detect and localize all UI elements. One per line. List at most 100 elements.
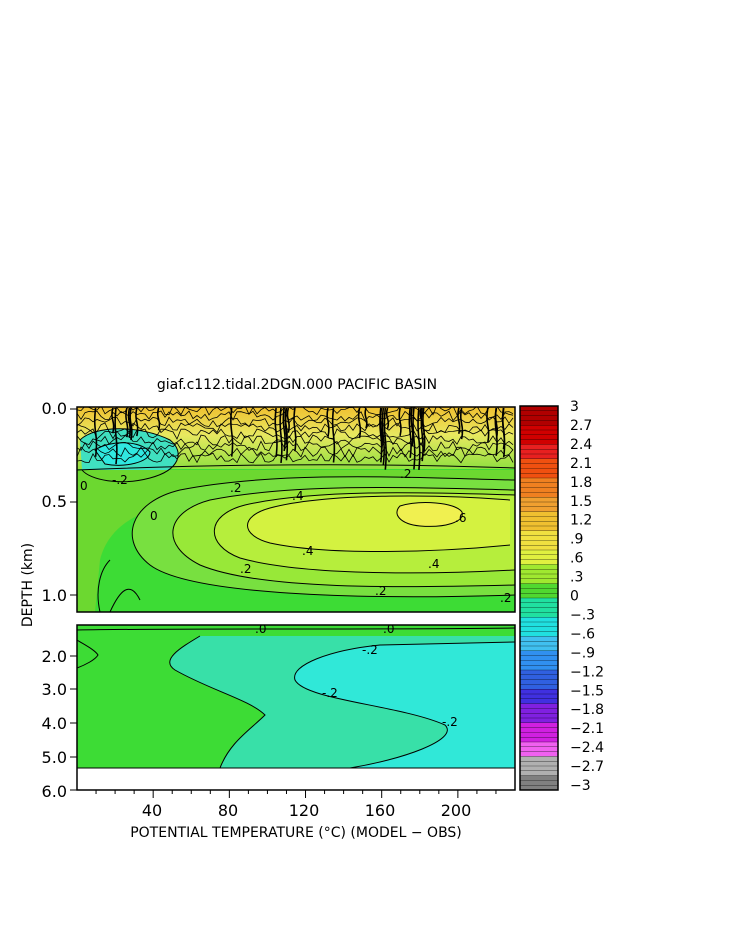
colorbar-band [519,449,559,455]
y-tick-label: 1.0 [42,586,67,605]
colorbar-tick-label: −.6 [570,626,595,642]
y-ticks [70,408,77,791]
colorbar-tick-label: −3 [570,778,591,794]
colorbar-band [519,540,559,546]
surface-contour [77,446,514,458]
colorbar-band [519,521,559,527]
surface-contour [410,407,414,447]
colorbar-band [519,641,559,647]
colorbar-band [519,737,559,743]
colorbar-band [519,593,559,599]
surface-contour [125,407,129,438]
surface-contour [77,428,514,440]
colorbar-band [519,569,559,575]
colorbar-tick-label: .6 [570,551,583,567]
surface-contour [93,407,98,457]
colorbar-tick-label: 2.4 [570,437,592,453]
colorbar-band [519,525,559,532]
x-ticks [95,790,497,798]
x-tick-label: 160 [365,801,396,820]
y-tick-label: 6.0 [42,782,67,801]
colorbar-tick-label: −2.1 [570,721,604,737]
chart-title: giaf.c112.tidal.2DGN.000 PACIFIC BASIN [157,377,437,393]
x-tick-label: 200 [441,801,472,820]
colorbar-band [519,463,559,469]
colorbar-band [519,444,559,450]
contour-label: -.2 [362,643,378,657]
colorbar-band [519,429,559,436]
surface-contour [282,407,286,452]
colorbar-band [519,473,559,479]
colorbar-band [519,775,559,781]
lower-panel-frame [76,624,516,791]
colorbar-band [519,420,559,426]
colorbar-band [519,477,559,484]
upper-panel: -.2 .2 .4 .6 .4 .2 .4 .2 .2 .2 0 0 [77,407,515,612]
colorbar-band [519,564,559,570]
surface-contour [77,410,514,422]
contour-label: .2 [375,584,386,598]
lower-panel: .0 .0 -.2 -.2 -.2 [77,625,515,768]
contour-label: .4 [302,544,313,558]
surface-contour [77,452,514,464]
contour-label: 0 [150,509,158,523]
colorbar-band [519,511,559,517]
surface-contour [77,416,514,428]
surface-contour [77,434,514,446]
colorbar-band [519,439,559,445]
surface-contour [383,407,387,470]
colorbar-band [519,497,559,503]
contour-label: .2 [230,481,241,495]
colorbar-band [519,689,559,695]
colorbar-tick-label: −.9 [570,645,595,661]
colorbar-band [519,506,559,513]
surface-contour [127,407,132,439]
surface-contour [364,407,368,429]
colorbar-tick-label: −1.8 [570,702,604,718]
contour-label: 0 [80,479,88,493]
contour-label: -.2 [112,473,128,487]
surface-contour [486,407,490,443]
colorbar-tick-label: −2.4 [570,740,604,756]
colorbar-band [519,535,559,541]
contour-label: .2 [240,562,251,576]
surface-contour [274,407,278,457]
colorbar-band [519,645,559,652]
colorbar-band [519,482,559,489]
upper-panel-frame [76,406,516,613]
contour-label: .6 [455,511,466,525]
surface-contour [284,407,289,461]
colorbar-band [519,617,559,623]
colorbar-band [519,545,559,551]
x-axis-label: POTENTIAL TEMPERATURE (°C) (MODEL − OBS) [130,825,462,841]
colorbar-band [519,727,559,733]
surface-contour [331,407,336,463]
colorbar-tick-label: .3 [570,570,583,586]
contour-label: .2 [400,467,411,481]
colorbar-band [519,770,559,777]
surface-contour [494,407,498,456]
colorbar-labels: 3 2.7 2.4 2.1 1.8 1.5 1.2 .9 .6 .3 0 −.3 −.6 −.9 −1.2 −… [570,399,604,794]
colorbar-tick-label: −1.5 [570,683,604,699]
colorbar-band [519,665,559,671]
colorbar-band [519,453,559,460]
colorbar-frame [519,405,559,791]
surface-contour [357,407,362,439]
surface-contour [381,407,385,466]
colorbar-band [519,492,559,498]
colorbar-band [519,468,559,474]
colorbar-tick-label: −.3 [570,607,595,623]
colorbar-band [519,708,559,714]
colorbar-tick-label: 2.1 [570,456,592,472]
colorbar-tick-label: 0 [570,589,579,605]
colorbar-band [519,693,559,700]
colorbar-band [519,583,559,589]
no-data-region [77,768,515,790]
colorbar-band [519,722,559,729]
colorbar-band [519,780,559,786]
surface-contour [326,407,330,437]
surface-contour [417,407,421,470]
y-tick-label: 5.0 [42,748,67,767]
colorbar-band [519,679,559,685]
